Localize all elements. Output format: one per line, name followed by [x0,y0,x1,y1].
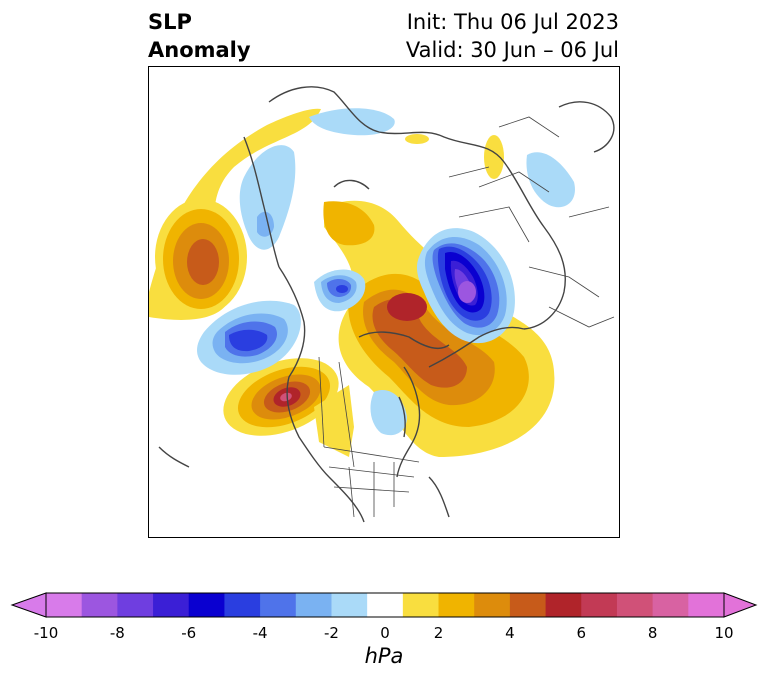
negative-anomaly-alaska [314,269,366,312]
colorbar-band [295,593,332,617]
colorbar-tick-label: 2 [433,624,444,642]
colorbar-band [438,593,475,617]
valid-range: Valid: 30 Jun – 06 Jul [405,38,619,62]
negative-anomaly-siberia-low [416,228,515,344]
colorbar-extend-over [723,592,758,618]
colorbar-tick-label: -2 [323,624,339,642]
colorbar-band [509,593,547,617]
borders [318,116,615,518]
map-title: SLP Anomaly [148,8,251,64]
colorbar-band [367,593,404,617]
colorbar [10,592,758,618]
negative-anomaly-northwest-canada [239,145,296,250]
colorbar-unit-label: hPa [364,644,404,668]
colorbar-tick-label: -4 [252,624,268,642]
colorbar-band [260,593,297,617]
negative-anomaly-hudson-bay [370,389,407,436]
colorbar-band [224,593,261,617]
colorbar-tick-label: -10 [33,624,59,642]
positive-anomaly-canada-plains [314,385,354,457]
init-date: Init: Thu 06 Jul 2023 [406,10,619,34]
colorbar-band [46,593,83,617]
title-field: Anomaly [148,38,251,62]
colorbar-band [402,593,440,617]
colorbar-band [652,593,689,617]
map-dates: Init: Thu 06 Jul 2023 Valid: 30 Jun – 06… [406,8,619,64]
colorbar-band [188,593,225,617]
colorbar-band [331,593,368,617]
colorbar-band [581,593,618,617]
positive-anomaly-siberia [484,135,504,179]
colorbar-tick-label: 6 [576,624,587,642]
colorbar-band [117,593,154,617]
negative-anomaly-arctic-ocean [309,108,395,136]
coastlines [158,86,615,523]
negative-anomaly-far-east [526,152,575,208]
colorbar-bands [10,592,758,618]
positive-anomaly-arctic [405,134,429,144]
colorbar-tick-label: 0 [380,624,390,642]
colorbar-band [616,593,654,617]
map-canvas [149,86,615,523]
colorbar-band [474,593,511,617]
colorbar-tick-label: 4 [505,624,515,642]
negative-anomaly-north-pacific-low [197,300,301,375]
colorbar-band [81,593,118,617]
colorbar-tick-label: 8 [647,624,658,642]
colorbar-band [688,593,725,617]
colorbar-tick-label: -6 [181,624,197,642]
colorbar-frame [45,592,725,618]
slp-anomaly-map [148,66,620,538]
positive-anomaly-north-pacific [149,108,321,320]
colorbar-band [153,593,190,617]
colorbar-tick-label: -8 [109,624,125,642]
title-variable: SLP [148,10,192,34]
colorbar-extend-under [10,592,47,618]
colorbar-tick-label: 10 [714,624,734,642]
colorbar-band [545,593,582,617]
